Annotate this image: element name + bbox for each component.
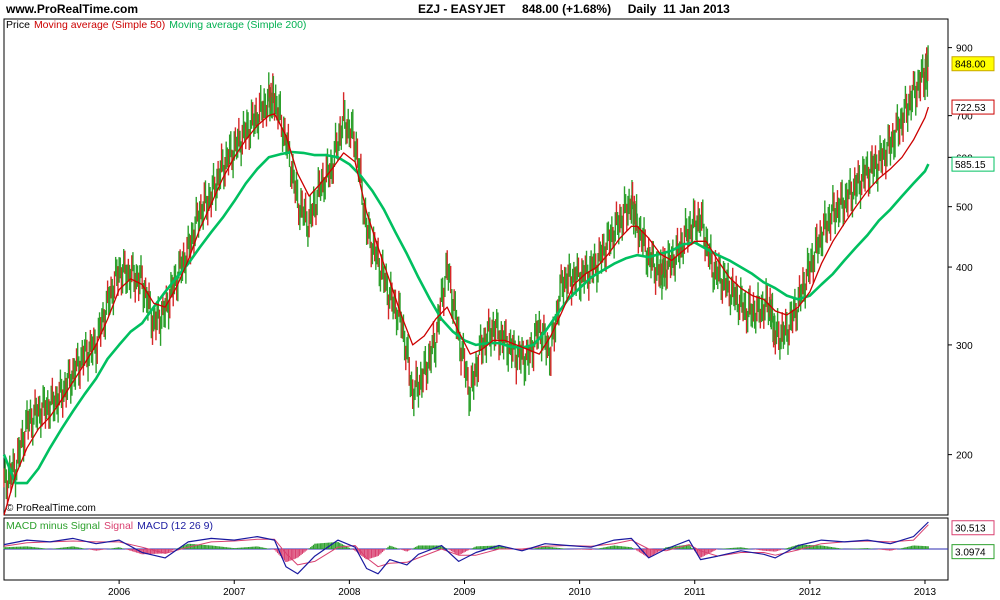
header-bar: www.ProRealTime.com EZJ - EASYJET 848.00… <box>0 0 1000 18</box>
signal-line <box>3 524 929 568</box>
y-tick-label: 200 <box>956 451 973 462</box>
x-tick-label: 2012 <box>799 587 822 598</box>
ma50-line <box>3 106 930 516</box>
ma200-tag-box <box>951 156 995 172</box>
site-name: www.ProRealTime.com <box>6 2 139 16</box>
legend-macd: MACD (12 26 9) <box>137 520 214 532</box>
macd-tag-label: 30.513 <box>955 524 986 535</box>
x-tick-label: 2011 <box>684 587 706 598</box>
legend-ma200: Moving average (Simple 200) <box>169 19 307 31</box>
macd-legend: MACD minus Signal Signal MACD (12 26 9) <box>6 520 217 532</box>
y-tick-label: 500 <box>956 203 973 214</box>
legend-ma50: Moving average (Simple 50) <box>33 19 166 31</box>
legend-signal: Signal <box>103 520 134 532</box>
y-tick-label: 300 <box>956 341 973 352</box>
price-legend: Price Moving average (Simple 50) Moving av… <box>6 19 310 31</box>
chart-title: EZJ - EASYJET 848.00 (+1.68%) Daily 11 J… <box>418 2 730 16</box>
ma50-tag-label: 722.53 <box>955 103 986 114</box>
legend-macd-hist: MACD minus Signal <box>6 520 100 532</box>
ma200-line <box>2 150 930 485</box>
legend-price: Price <box>6 19 30 31</box>
ma200-tag-label: 585.15 <box>955 160 986 171</box>
last-price-tag-box <box>951 56 995 72</box>
price-panel-frame <box>3 18 949 516</box>
x-tick-label: 2009 <box>453 587 476 598</box>
y-tick-label: 400 <box>956 263 973 274</box>
macd-line <box>3 521 929 575</box>
last-price-tag-label: 848.00 <box>955 60 986 71</box>
ma50-tag-box <box>951 99 995 115</box>
copyright: © ProRealTime.com <box>6 503 96 514</box>
x-tick-label: 2006 <box>108 587 131 598</box>
macd-hist-tag-box <box>951 544 995 560</box>
y-tick-label: 700 <box>956 112 973 123</box>
macd-tag-box <box>951 520 995 536</box>
macd-hist-tag-label: 3.0974 <box>955 548 986 559</box>
x-tick-label: 2013 <box>914 587 937 598</box>
x-tick-label: 2008 <box>338 587 361 598</box>
x-tick-label: 2010 <box>568 587 591 598</box>
x-tick-label: 2007 <box>223 587 246 598</box>
y-tick-label: 900 <box>956 44 973 55</box>
